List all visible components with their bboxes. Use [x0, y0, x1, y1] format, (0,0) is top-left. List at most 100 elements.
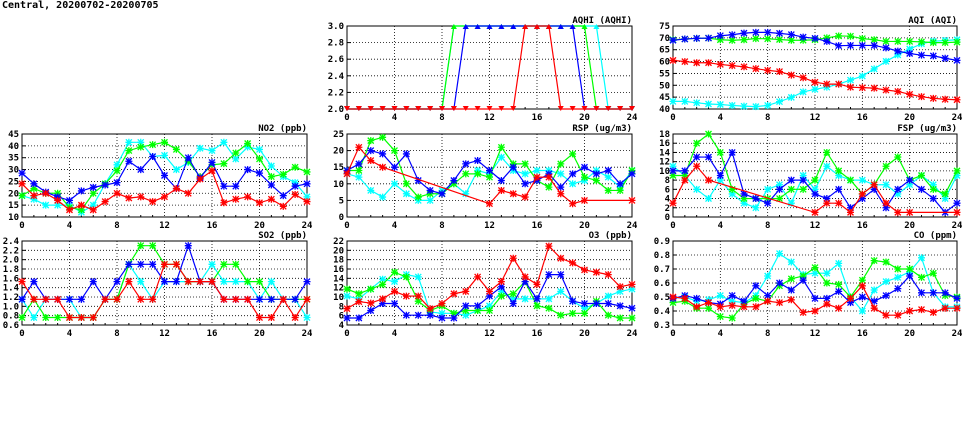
- x-tick-label: 24: [627, 221, 638, 231]
- data-point: [343, 285, 351, 293]
- x-tick-label: 4: [67, 329, 73, 339]
- data-point: [367, 106, 374, 111]
- data-point: [776, 98, 783, 106]
- data-point: [787, 275, 795, 283]
- data-point: [918, 93, 925, 101]
- data-point: [569, 170, 577, 178]
- data-point: [823, 37, 831, 45]
- data-point: [438, 300, 446, 308]
- data-point: [267, 295, 275, 303]
- data-point: [835, 199, 843, 207]
- data-point: [776, 29, 783, 37]
- data-point: [628, 170, 636, 178]
- y-tick-label: 0.8: [3, 312, 19, 322]
- data-point: [101, 295, 109, 303]
- data-point: [474, 106, 481, 111]
- data-point: [232, 295, 240, 303]
- data-point: [870, 297, 878, 305]
- plot-frame: [672, 25, 958, 110]
- data-point: [669, 162, 677, 170]
- data-point: [870, 84, 878, 92]
- data-point: [220, 138, 228, 146]
- data-point: [402, 180, 410, 188]
- data-point: [391, 300, 398, 308]
- data-point: [894, 311, 902, 319]
- data-point: [497, 292, 505, 300]
- data-point: [220, 182, 228, 190]
- data-point: [705, 34, 712, 42]
- y-tick-label: 2.4: [328, 72, 345, 82]
- data-point: [811, 264, 819, 272]
- y-tick-label: 12: [333, 284, 344, 294]
- data-point: [89, 201, 97, 209]
- data-point: [799, 185, 807, 193]
- data-point: [918, 51, 925, 59]
- data-point: [161, 193, 168, 201]
- data-point: [267, 278, 275, 286]
- data-point: [593, 106, 600, 111]
- y-tick-label: 4: [665, 195, 671, 205]
- data-point: [740, 297, 748, 305]
- chart-co: 0.3 0.4 0.5 0.6 0.7 0.8 0.9 0 4 8 12 16 20 24 CO (ppm): [654, 231, 963, 339]
- data-point: [811, 85, 819, 93]
- data-point: [439, 106, 445, 111]
- data-point: [776, 279, 783, 287]
- data-point: [244, 166, 252, 174]
- data-point: [669, 56, 677, 64]
- data-point: [847, 299, 854, 307]
- data-point: [379, 300, 387, 308]
- data-point: [941, 54, 949, 62]
- data-point: [799, 176, 807, 184]
- data-point: [113, 278, 121, 286]
- y-tick-label: 0.8: [654, 251, 670, 261]
- data-point: [799, 33, 807, 41]
- y-tick-label: 25: [8, 177, 19, 187]
- data-point: [232, 182, 240, 190]
- data-point: [811, 190, 819, 198]
- data-point: [18, 169, 26, 177]
- data-point: [161, 260, 168, 268]
- x-tick-label: 12: [810, 329, 821, 339]
- y-tick-label: 15: [333, 163, 344, 173]
- data-point: [882, 37, 890, 45]
- data-point: [705, 100, 712, 108]
- data-point: [303, 168, 311, 176]
- data-point: [414, 273, 422, 281]
- data-point: [669, 167, 677, 175]
- x-tick-label: 16: [857, 329, 868, 339]
- y-tick-label: 0.5: [654, 293, 670, 303]
- data-point: [557, 24, 564, 29]
- series-co-3: [669, 282, 961, 319]
- data-point: [823, 80, 831, 88]
- data-point: [870, 286, 878, 294]
- data-point: [569, 24, 576, 29]
- data-point: [764, 35, 772, 43]
- data-point: [30, 314, 38, 322]
- data-point: [669, 199, 677, 207]
- data-point: [291, 295, 299, 303]
- data-point: [823, 269, 831, 277]
- data-point: [705, 130, 712, 138]
- y-tick-label: 20: [333, 147, 344, 157]
- x-tick-label: 16: [207, 329, 218, 339]
- y-tick-label: 55: [659, 69, 670, 79]
- x-tick-label: 24: [952, 329, 963, 339]
- data-point: [669, 36, 677, 44]
- data-point: [521, 273, 529, 281]
- data-point: [929, 52, 937, 60]
- data-point: [450, 106, 457, 111]
- data-point: [533, 302, 541, 310]
- y-tick-label: 10: [659, 167, 670, 177]
- data-point: [906, 181, 914, 189]
- data-point: [355, 290, 363, 298]
- data-point: [882, 162, 890, 170]
- x-tick-label: 24: [302, 221, 313, 231]
- data-point: [367, 157, 375, 165]
- data-point: [344, 106, 350, 111]
- data-point: [438, 309, 446, 317]
- data-point: [918, 172, 925, 179]
- data-point: [835, 167, 843, 175]
- data-point: [669, 299, 677, 307]
